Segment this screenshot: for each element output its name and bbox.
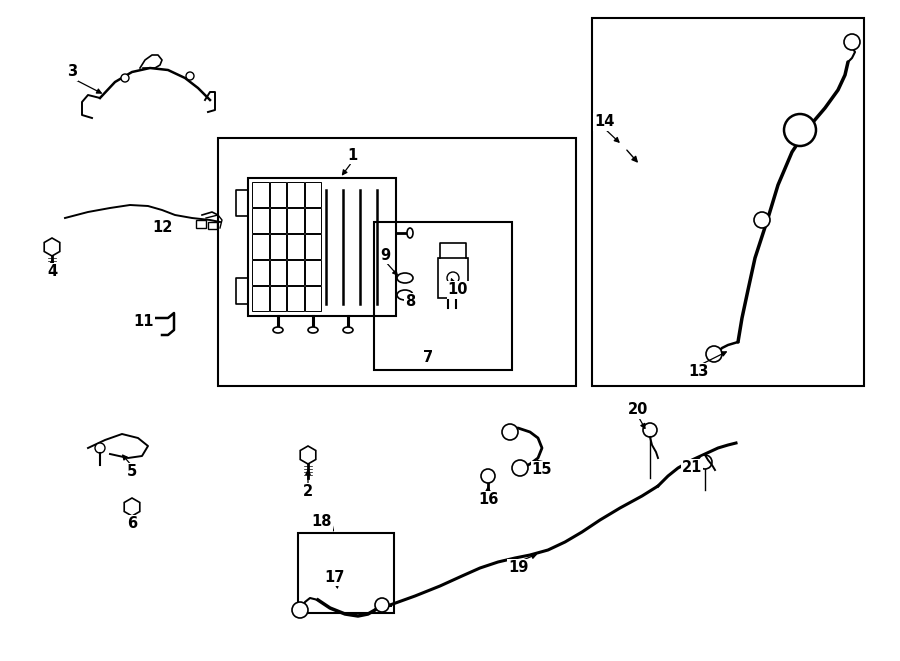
Circle shape (481, 469, 495, 483)
Bar (252, 286, 268, 311)
Text: 11: 11 (134, 315, 154, 329)
Text: 20: 20 (628, 403, 648, 418)
Bar (208, 222, 217, 229)
Bar (252, 260, 268, 285)
Bar (304, 208, 321, 233)
Bar (269, 234, 286, 259)
Circle shape (502, 424, 518, 440)
Bar (269, 208, 286, 233)
Bar (269, 182, 286, 207)
Bar (592, 18, 864, 386)
Bar (252, 182, 268, 207)
Text: 3: 3 (67, 65, 77, 79)
Bar (304, 260, 321, 285)
Text: 2: 2 (303, 485, 313, 500)
Text: 18: 18 (311, 514, 332, 529)
Bar (304, 286, 321, 311)
Text: 5: 5 (127, 465, 137, 479)
Text: 21: 21 (682, 461, 702, 475)
Circle shape (706, 346, 722, 362)
Ellipse shape (343, 327, 353, 333)
Bar (287, 260, 303, 285)
Bar (248, 178, 396, 316)
Circle shape (186, 72, 194, 80)
Bar (438, 258, 468, 298)
Bar (218, 138, 576, 386)
Bar (298, 533, 394, 613)
Circle shape (643, 423, 657, 437)
Circle shape (754, 212, 770, 228)
Text: 16: 16 (478, 492, 499, 508)
Bar (287, 182, 303, 207)
Circle shape (698, 455, 712, 469)
Circle shape (95, 443, 105, 453)
Bar (287, 286, 303, 311)
Bar (252, 234, 268, 259)
Ellipse shape (397, 273, 413, 283)
Bar (304, 182, 321, 207)
Bar (374, 222, 512, 370)
Ellipse shape (447, 272, 459, 284)
Text: 4: 4 (47, 264, 57, 280)
Text: 8: 8 (405, 295, 415, 309)
Circle shape (844, 34, 860, 50)
Circle shape (292, 602, 308, 618)
Circle shape (512, 460, 528, 476)
Circle shape (375, 598, 389, 612)
Bar (287, 208, 303, 233)
Text: 6: 6 (127, 516, 137, 531)
Text: 13: 13 (688, 364, 708, 379)
Text: 17: 17 (325, 570, 346, 584)
Bar (252, 208, 268, 233)
Ellipse shape (273, 327, 283, 333)
Bar (269, 260, 286, 285)
Bar (304, 234, 321, 259)
Text: 12: 12 (152, 221, 172, 235)
Text: 19: 19 (508, 561, 528, 576)
Bar (269, 286, 286, 311)
Circle shape (121, 74, 129, 82)
Bar (287, 234, 303, 259)
Text: 15: 15 (532, 463, 553, 477)
Circle shape (482, 491, 494, 503)
Text: 7: 7 (423, 350, 433, 366)
Text: 14: 14 (594, 114, 614, 130)
Ellipse shape (407, 228, 413, 238)
Ellipse shape (308, 327, 318, 333)
Circle shape (784, 114, 816, 146)
Text: 10: 10 (448, 282, 468, 297)
Text: 9: 9 (380, 247, 390, 262)
Bar (196, 220, 206, 228)
Text: 1: 1 (346, 147, 357, 163)
Ellipse shape (397, 290, 413, 300)
